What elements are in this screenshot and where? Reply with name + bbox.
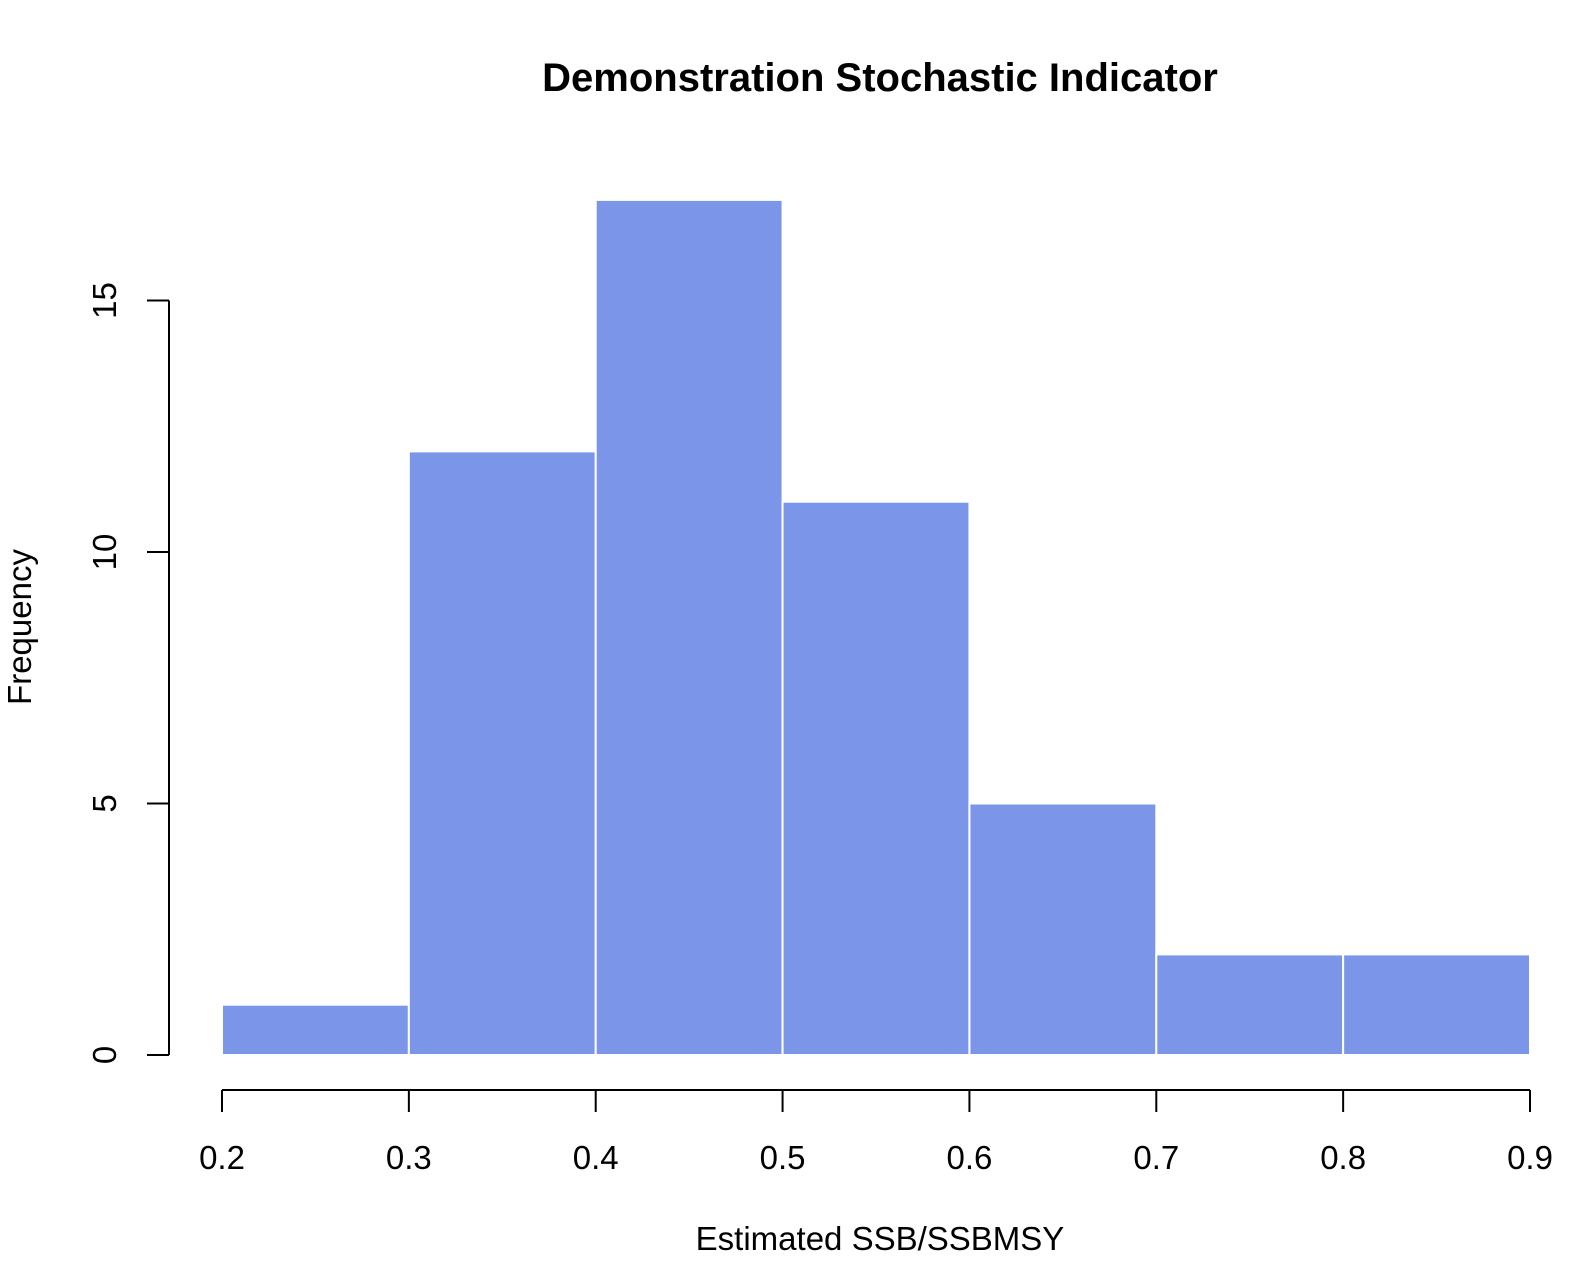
histogram-bar-1 <box>221 1003 410 1057</box>
x-tick-label-0.7: 0.7 <box>1133 1139 1179 1176</box>
x-tick-label-0.5: 0.5 <box>760 1139 806 1176</box>
histogram-bar-5 <box>968 802 1158 1056</box>
y-axis-label: Frequency <box>1 549 38 705</box>
x-tick-label-0.6: 0.6 <box>946 1139 992 1176</box>
histogram-bar-6 <box>1155 953 1345 1057</box>
x-tick-label-0.9: 0.9 <box>1507 1139 1553 1176</box>
y-axis: 0 5 10 15 <box>86 282 170 1064</box>
bars-group <box>221 198 1531 1057</box>
x-tick-label-0.2: 0.2 <box>199 1139 245 1176</box>
y-tick-label-5: 5 <box>86 794 123 812</box>
x-tick-label-0.8: 0.8 <box>1320 1139 1366 1176</box>
histogram-bar-2 <box>407 450 597 1056</box>
x-axis: 0.2 0.3 0.4 0.5 0.6 0.7 0.8 0.9 <box>199 1089 1553 1176</box>
y-tick-label-15: 15 <box>86 282 123 319</box>
chart-title: Demonstration Stochastic Indicator <box>542 56 1218 100</box>
histogram-bar-7 <box>1342 953 1531 1057</box>
x-tick-label-0.3: 0.3 <box>386 1139 432 1176</box>
y-tick-label-10: 10 <box>86 534 123 571</box>
y-tick-label-0: 0 <box>86 1046 123 1064</box>
histogram-bar-3 <box>594 198 784 1056</box>
x-axis-label: Estimated SSB/SSBMSY <box>696 1220 1065 1257</box>
histogram-bar-4 <box>781 500 971 1056</box>
x-tick-label-0.4: 0.4 <box>573 1139 619 1176</box>
